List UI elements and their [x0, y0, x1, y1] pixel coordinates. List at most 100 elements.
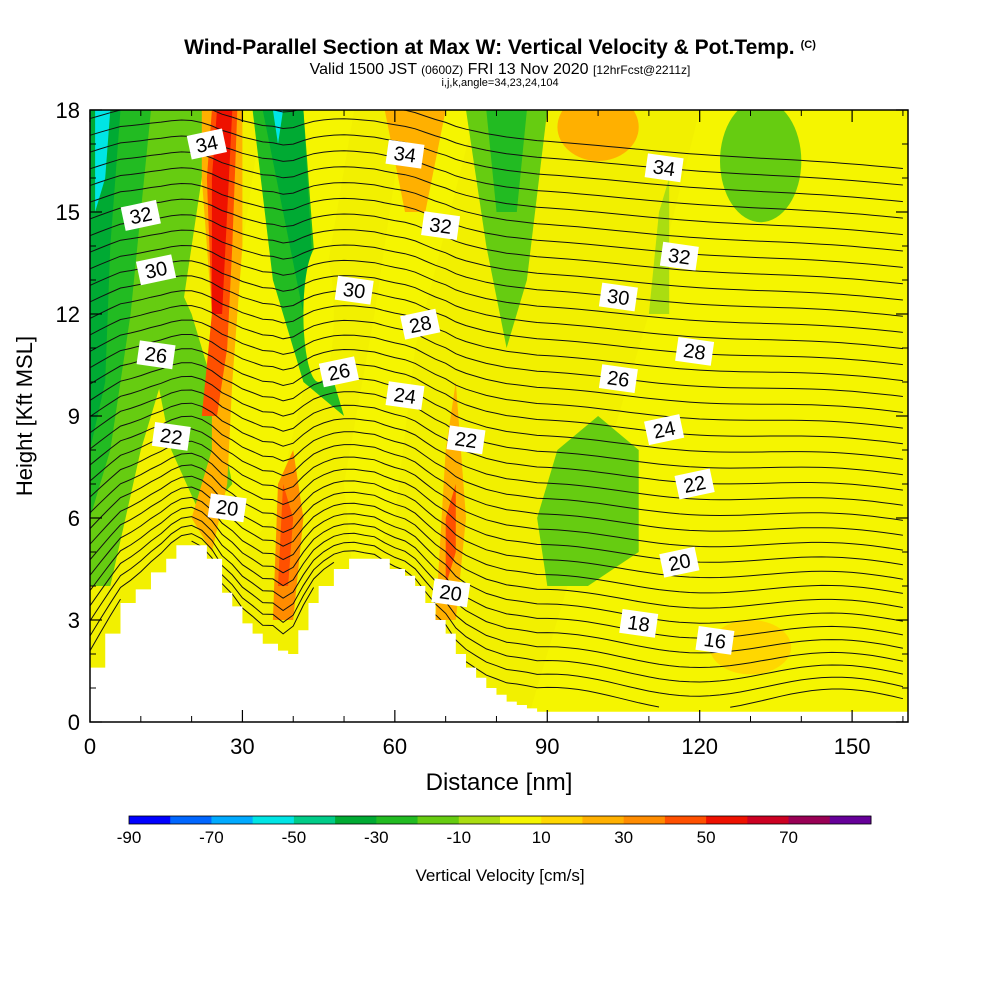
theta-label-text: 28: [682, 340, 707, 365]
theta-label: 22: [446, 425, 486, 455]
colorbar-frame: [128, 815, 872, 825]
theta-label-box: [334, 275, 374, 305]
theta-label: 28: [400, 308, 441, 340]
theta-contour-line: [90, 214, 903, 301]
theta-label-box: [644, 153, 684, 183]
theta-label: 30: [598, 282, 638, 312]
theta-label-box: [598, 282, 638, 312]
colorbar-swatch: [747, 816, 790, 824]
theta-label-box: [421, 211, 461, 240]
colorbar-tick-label: -30: [364, 828, 389, 847]
theta-contour-line: [90, 244, 903, 333]
theta-label-text: 24: [651, 418, 677, 444]
theta-contour-line: [90, 275, 903, 366]
colorbar-swatch: [335, 816, 377, 824]
colorbar-label: Vertical Velocity [cm/s]: [415, 866, 584, 885]
theta-label: 34: [644, 153, 684, 183]
field-descent-central-core: [262, 110, 314, 314]
colorbar-swatch: [458, 816, 501, 824]
x-tick-label: 60: [383, 734, 407, 759]
subtitle-forecast: [12hrFcst@2211z]: [593, 63, 691, 77]
y-tick-label: 18: [56, 98, 80, 123]
theta-contour-line: [90, 533, 904, 683]
y-tick-label: 9: [68, 404, 80, 429]
x-tick-label: 150: [834, 734, 871, 759]
x-tick-label: 120: [681, 734, 718, 759]
x-tick-label: 0: [84, 734, 96, 759]
theta-contour-line: [90, 334, 903, 429]
theta-contour-line: [90, 524, 904, 669]
colorbar-tick-label: 50: [697, 828, 716, 847]
theta-label-box: [151, 422, 191, 451]
colorbar-swatch: [623, 816, 666, 824]
colorbar-swatch: [706, 816, 748, 824]
x-axis-label: Distance [nm]: [426, 769, 573, 796]
field-descent-east-column: [648, 178, 670, 314]
theta-contour-line: [90, 516, 904, 654]
colorbar-swatch: [376, 816, 419, 824]
theta-label: 26: [136, 340, 176, 370]
field-ascent-northeast: [557, 110, 639, 161]
axes: 0 30 60 90 120 150 0 3 6 9 12 15 18 Distance [nm] Heig…: [12, 98, 908, 796]
theta-label: 32: [421, 211, 461, 240]
theta-contour-line: [90, 110, 903, 186]
subtitle-utc: (0600Z): [421, 63, 464, 77]
theta-label-text: 30: [606, 286, 631, 311]
theta-label: 22: [151, 422, 191, 451]
theta-label-text: 32: [128, 203, 154, 229]
theta-label-text: 20: [666, 550, 692, 576]
terrain: [90, 545, 908, 722]
colorbar-swatch: [417, 816, 460, 824]
theta-contour-line: [90, 496, 903, 624]
theta-label-box: [385, 381, 425, 410]
colorbar-swatch: [500, 816, 542, 824]
theta-label-box: [186, 128, 227, 160]
theta-contour-line: [90, 182, 903, 268]
theta-label: 26: [318, 356, 360, 388]
theta-contour-line: [90, 198, 903, 285]
colorbar-swatch: [170, 816, 212, 824]
theta-label-box: [598, 364, 638, 393]
theta-label-text: 28: [407, 312, 433, 338]
theta-label-text: 16: [702, 629, 727, 654]
theta-contour-line: [90, 452, 903, 566]
colorbar-swatch: [582, 816, 625, 824]
theta-label: 34: [186, 128, 227, 160]
colorbar-swatch: [293, 816, 336, 824]
theta-label-box: [135, 254, 177, 286]
theta-contour-line: [90, 428, 903, 536]
field-weak-interior: [303, 246, 334, 382]
chart-title-text: Wind-Parallel Section at Max W: Vertical…: [184, 36, 795, 59]
theta-label-text: 18: [626, 612, 651, 637]
theta-contour-line: [90, 304, 903, 397]
theta-label-text: 34: [194, 132, 220, 158]
theta-label-box: [659, 241, 699, 271]
theta-label-text: 32: [428, 214, 453, 239]
field-ascent-lee-core: [278, 484, 294, 586]
theta-label-box: [675, 337, 715, 366]
theta-contour-labels: 34 34 34 32 32 32 30 30 30 28 28 26 26 26 24 24 22 22 22 20…: [120, 128, 735, 655]
theta-label-box: [120, 199, 161, 231]
theta-label-text: 26: [326, 360, 352, 386]
chart-subtitle-indices: i,j,k,angle=34,23,24,104: [441, 77, 559, 89]
theta-label-text: 34: [392, 143, 417, 168]
colorbar-tick-label: -70: [199, 828, 224, 847]
theta-label: 22: [674, 468, 715, 500]
theta-label-text: 30: [143, 258, 169, 284]
theta-contour-line: [90, 389, 903, 491]
theta-label: 30: [135, 254, 177, 286]
theta-label-text: 26: [606, 367, 631, 392]
theta-label: 32: [659, 241, 699, 271]
theta-label-text: 20: [214, 496, 239, 521]
theta-label-box: [695, 626, 735, 655]
theta-label-box: [318, 356, 360, 388]
theta-contour-line: [90, 506, 903, 639]
theta-label: 16: [695, 626, 735, 655]
theta-label: 20: [431, 578, 471, 608]
theta-label-box: [619, 609, 659, 638]
field-descent-northeast: [720, 110, 802, 223]
theta-label-text: 22: [682, 472, 708, 498]
y-tick-label: 0: [68, 710, 80, 735]
colorbar-swatch: [664, 816, 707, 824]
